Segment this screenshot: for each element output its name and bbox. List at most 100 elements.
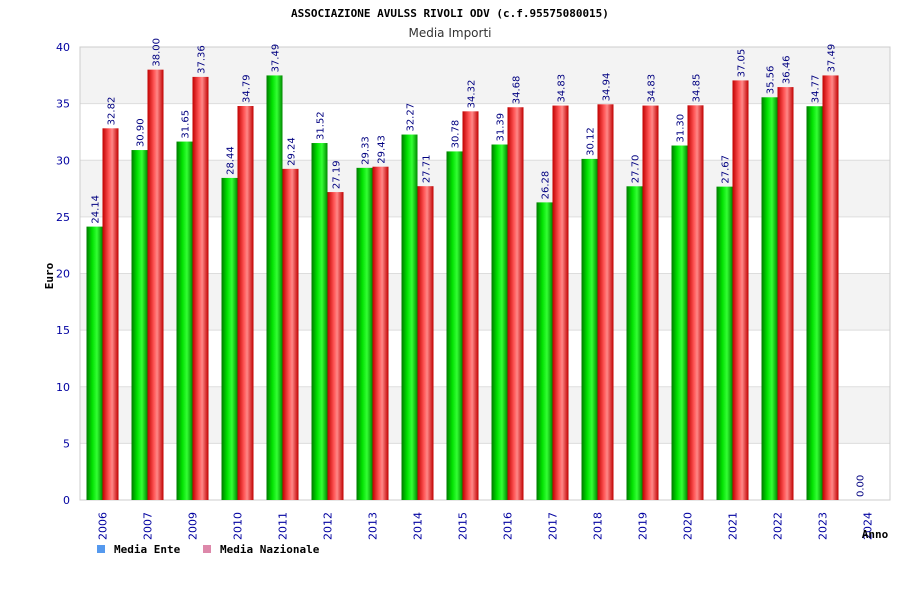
legend: Media Ente Media Nazionale [97,543,320,556]
data-label: 34.83 [557,74,568,103]
data-label: 31.52 [316,111,327,140]
x-tick-label: 2020 [682,512,695,540]
bar-media-nazionale-2012 [327,192,344,501]
plot-band [80,386,890,444]
y-axis-label: Euro [43,262,56,289]
grid-lines [79,46,891,501]
x-tick-label: 2021 [727,512,740,540]
y-tick-label: 20 [56,268,70,281]
bar-media-nazionale-2013 [372,166,389,500]
bar-media-ente-2019 [626,186,643,501]
y-tick-label: 10 [56,381,70,394]
legend-label-media-ente: Media Ente [114,543,181,556]
data-label: 34.94 [602,73,613,102]
data-label: 30.90 [136,118,147,147]
bar-media-ente-2010 [221,177,238,501]
data-label: 34.77 [811,75,822,104]
y-tick-label: 15 [56,324,70,337]
x-tick-label: 2012 [322,512,335,540]
x-tick-label: 2022 [772,512,785,540]
bar-media-ente-2006 [86,226,103,500]
bar-media-ente-2022 [761,97,778,501]
plot-band [80,216,890,274]
data-label: 0.00 [856,475,867,497]
bar-media-nazionale-2021 [732,80,749,500]
bar-media-nazionale-2015 [462,111,479,501]
data-label: 34.68 [512,76,523,105]
chart-subtitle: Media Importi [408,26,491,40]
plot-band [80,273,890,331]
x-tick-label: 2023 [817,512,830,540]
x-tick-label: 2016 [502,512,515,540]
bar-media-nazionale-2016 [507,107,524,501]
bar-media-ente-2021 [716,186,733,500]
bars: 24.14 32.82 30.90 38.00 31.65 37.36 28.44 34.79… [86,38,867,501]
x-tick-label: 2017 [547,512,560,540]
data-label: 24.14 [91,195,102,224]
bar-media-ente-2014 [401,134,418,501]
data-label: 26.28 [541,171,552,200]
bar-media-nazionale-2022 [777,87,794,500]
y-axis-ticks: 0 5 10 15 20 25 30 35 40 [56,41,70,507]
bar-media-ente-2007 [131,150,148,500]
x-tick-label: 2006 [97,512,110,540]
bar-media-ente-2018 [581,158,598,501]
x-tick-label: 2009 [187,512,200,540]
y-tick-label: 25 [56,211,70,224]
plot-background [80,47,890,500]
bar-media-ente-2023 [806,106,823,501]
data-label: 31.30 [676,114,687,143]
data-label: 31.39 [496,113,507,142]
x-tick-label: 2019 [637,512,650,540]
plot-band [80,103,890,161]
data-label: 37.36 [197,45,208,74]
bar-media-nazionale-2006 [102,128,119,500]
y-tick-label: 40 [56,41,70,54]
data-label: 34.32 [467,80,478,109]
data-label: 36.46 [782,55,793,84]
bar-media-nazionale-2023 [822,75,839,500]
bar-media-nazionale-2014 [417,186,434,500]
plot-band [80,160,890,217]
x-tick-label: 2007 [142,512,155,540]
y-tick-label: 0 [63,494,70,507]
data-label: 27.70 [631,155,642,184]
data-label: 29.33 [361,136,372,165]
bar-media-ente-2015 [446,151,463,500]
data-label: 29.24 [287,137,298,166]
y-tick-label: 35 [56,98,70,111]
bar-media-nazionale-2011 [282,168,299,500]
data-label: 27.19 [332,160,343,189]
data-label: 38.00 [152,38,163,67]
x-tick-label: 2011 [277,512,290,540]
data-label: 27.67 [721,155,732,184]
legend-label-media-nazionale: Media Nazionale [220,543,320,556]
x-tick-label: 2015 [457,512,470,540]
data-label: 32.82 [107,97,118,126]
data-label: 37.05 [737,49,748,78]
bar-media-ente-2009 [176,141,193,500]
bar-media-nazionale-2019 [642,105,659,501]
bar-media-nazionale-2007 [147,69,164,501]
data-label: 34.85 [692,74,703,103]
bar-media-nazionale-2009 [192,76,209,500]
data-label: 28.44 [226,146,237,175]
data-label: 31.65 [181,110,192,139]
bar-media-ente-2011 [266,75,283,500]
plot-border [79,46,891,501]
data-label: 34.79 [242,74,253,103]
bar-media-nazionale-2017 [552,105,569,501]
plot-band [80,47,890,104]
x-axis-ticks: 2006 2007 2009 2010 2011 2012 2013 2014 2015 2016… [97,512,875,540]
data-label: 35.56 [766,66,777,95]
y-tick-label: 30 [56,154,70,167]
x-axis-label: Anno [862,528,889,541]
plot-band [80,443,890,500]
x-tick-label: 2013 [367,512,380,540]
bar-media-ente-2017 [536,202,553,500]
plot-band [80,330,890,387]
bar-media-nazionale-2010 [237,106,254,501]
data-label: 37.49 [271,44,282,73]
data-label: 32.27 [406,103,417,132]
